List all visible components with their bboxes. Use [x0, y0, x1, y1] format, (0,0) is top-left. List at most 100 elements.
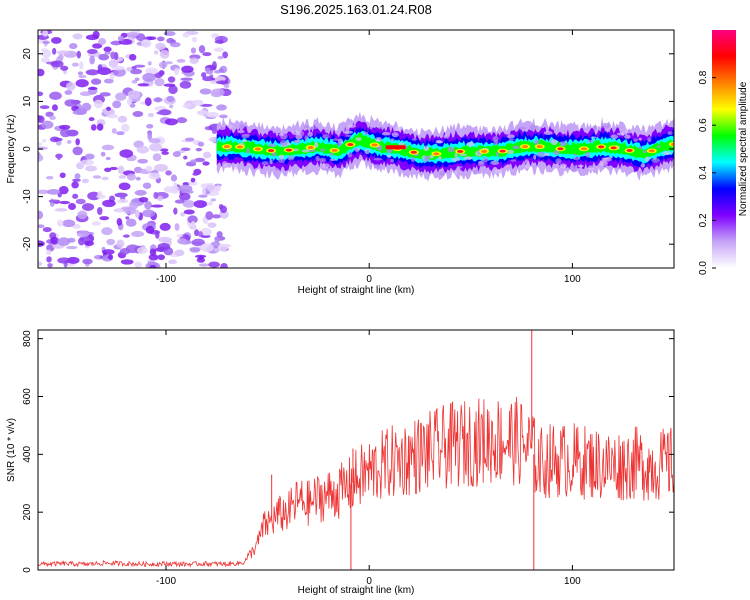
- noise-blob: [38, 115, 45, 124]
- noise-blob: [42, 227, 52, 233]
- noise-blob: [200, 243, 214, 253]
- noise-blob: [148, 137, 161, 144]
- noise-blob: [147, 36, 157, 41]
- halo-blob: [386, 154, 392, 158]
- noise-blob: [84, 240, 95, 246]
- halo-blob: [559, 141, 568, 147]
- noise-blob: [71, 181, 79, 189]
- halo-blob: [478, 161, 485, 167]
- noise-blob: [75, 138, 80, 146]
- noise-blob: [176, 234, 183, 238]
- noise-blob: [78, 74, 87, 79]
- halo-blob: [551, 139, 558, 146]
- noise-blob: [135, 176, 141, 181]
- noise-blob: [205, 70, 214, 75]
- noise-blob: [89, 55, 95, 65]
- halo-blob: [241, 134, 250, 139]
- halo-blob: [439, 171, 445, 176]
- noise-blob: [179, 80, 192, 89]
- noise-blob: [182, 103, 192, 108]
- noise-blob: [107, 254, 114, 260]
- noise-blob: [214, 40, 224, 44]
- halo-blob: [667, 131, 673, 135]
- noise-blob: [202, 151, 212, 159]
- noise-blob: [140, 39, 152, 48]
- halo-blob: [490, 160, 500, 165]
- noise-blob: [176, 238, 188, 244]
- halo-blob: [234, 164, 238, 170]
- noise-blob: [193, 200, 207, 209]
- halo-blob: [269, 159, 273, 165]
- y-tick-label: 600: [22, 388, 33, 405]
- noise-blob: [72, 178, 81, 182]
- noise-blob: [66, 140, 72, 144]
- noise-blob: [50, 60, 64, 68]
- noise-blob: [125, 218, 137, 227]
- noise-blob: [76, 230, 90, 238]
- halo-blob: [616, 132, 626, 136]
- hotspot-inner: [223, 145, 231, 149]
- noise-blob: [120, 259, 134, 265]
- noise-blob: [190, 159, 197, 164]
- noise-blob: [81, 102, 92, 112]
- noise-blob: [123, 234, 130, 238]
- noise-blob: [71, 62, 79, 67]
- noise-blob: [88, 117, 95, 122]
- noise-blob: [142, 209, 156, 218]
- halo-blob: [336, 142, 342, 146]
- noise-blob: [80, 159, 94, 166]
- noise-blob: [51, 104, 58, 112]
- noise-blob: [202, 76, 214, 82]
- colorbar-tick-label: 0.2: [698, 213, 709, 227]
- halo-blob: [493, 169, 503, 174]
- noise-blob: [206, 111, 219, 118]
- halo-blob: [657, 145, 661, 149]
- halo-blob: [585, 151, 591, 158]
- noise-blob: [173, 182, 178, 191]
- noise-blob: [134, 209, 140, 219]
- y-tick-label: 800: [22, 330, 33, 347]
- noise-blob: [66, 245, 78, 250]
- noise-blob: [156, 111, 168, 115]
- noise-blob: [66, 256, 80, 264]
- noise-blob: [153, 50, 159, 55]
- x-tick-label: 100: [564, 576, 581, 587]
- noise-blob: [49, 115, 56, 120]
- noise-blob: [85, 69, 100, 76]
- hotspot-inner: [236, 145, 244, 149]
- noise-blob: [190, 220, 196, 229]
- noise-blob: [201, 72, 207, 78]
- colorbar-tick-label: 0.8: [698, 70, 709, 84]
- noise-blob: [86, 48, 98, 54]
- halo-blob: [279, 140, 288, 146]
- halo-blob: [218, 126, 226, 131]
- halo-blob: [221, 161, 228, 168]
- halo-blob: [369, 126, 373, 130]
- halo-blob: [553, 150, 560, 156]
- noise-blob: [222, 51, 229, 59]
- snr-xlabel: Height of straight line (km): [298, 585, 415, 596]
- halo-blob: [322, 168, 329, 171]
- noise-blob: [46, 256, 52, 263]
- noise-blob: [197, 141, 205, 147]
- noise-blob: [131, 79, 138, 84]
- x-tick-label: -100: [156, 274, 176, 285]
- noise-blob: [202, 161, 210, 166]
- hotspot-inner: [521, 145, 529, 149]
- halo-blob: [309, 126, 319, 130]
- noise-blob: [50, 36, 62, 44]
- halo-blob: [411, 138, 418, 141]
- noise-blob: [198, 263, 210, 267]
- hotspot-inner: [536, 145, 543, 149]
- hotspot-inner: [331, 148, 338, 152]
- halo-blob: [378, 126, 383, 129]
- halo-blob: [518, 126, 527, 131]
- noise-blob: [77, 210, 88, 220]
- noise-blob: [118, 175, 127, 179]
- halo-blob: [314, 142, 319, 148]
- colorbar-tick-label: 0.6: [698, 118, 709, 132]
- noise-blob: [56, 153, 62, 161]
- halo-blob: [375, 137, 383, 142]
- noise-blob: [134, 64, 146, 68]
- halo-blob: [506, 134, 515, 139]
